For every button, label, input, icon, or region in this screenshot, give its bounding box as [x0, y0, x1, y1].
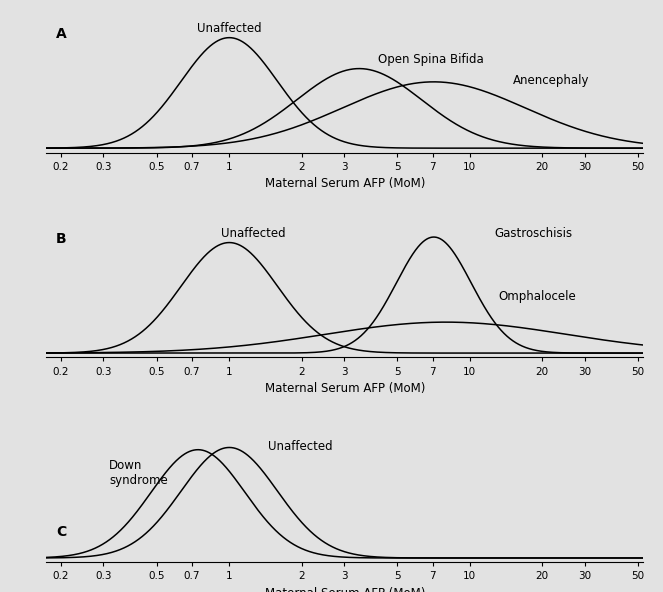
Text: Down
syndrome: Down syndrome	[109, 459, 168, 487]
Text: Open Spina Bifida: Open Spina Bifida	[379, 53, 484, 66]
Text: C: C	[56, 525, 66, 539]
Text: Anencephaly: Anencephaly	[513, 75, 589, 88]
Text: B: B	[56, 231, 67, 246]
Text: Unaffected: Unaffected	[221, 227, 286, 240]
Text: A: A	[56, 27, 67, 41]
Text: Omphalocele: Omphalocele	[499, 290, 577, 303]
Text: Unaffected: Unaffected	[268, 440, 332, 453]
Text: Unaffected: Unaffected	[197, 22, 262, 36]
X-axis label: Maternal Serum AFP (MoM): Maternal Serum AFP (MoM)	[265, 382, 425, 395]
Text: Gastroschisis: Gastroschisis	[494, 227, 572, 240]
X-axis label: Maternal Serum AFP (MoM): Maternal Serum AFP (MoM)	[265, 587, 425, 592]
X-axis label: Maternal Serum AFP (MoM): Maternal Serum AFP (MoM)	[265, 177, 425, 190]
